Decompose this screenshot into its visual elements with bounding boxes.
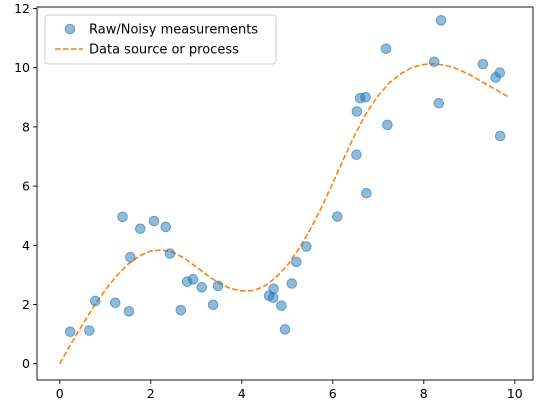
legend-box	[44, 14, 277, 65]
measurement-point	[351, 106, 363, 117]
curve-layer	[59, 63, 510, 365]
measurement-point	[123, 306, 135, 317]
ticks-layer: 0 2 4 6 8 10 0 2 4 6 8 10 12	[14, 1, 523, 401]
process-curve-line	[59, 63, 510, 365]
measurement-point	[351, 149, 362, 161]
measurement-point	[433, 97, 445, 109]
measurement-point	[164, 248, 176, 259]
legend-label-source: Data source or process	[89, 43, 239, 58]
measurement-point	[124, 251, 136, 263]
measurement-point	[435, 15, 447, 26]
measurement-point	[494, 67, 506, 79]
measurement-point	[117, 211, 128, 223]
measurement-point	[267, 292, 279, 304]
measurement-point	[301, 241, 312, 252]
legend-marker-measurements	[64, 23, 76, 35]
x-tick-label: 2	[147, 386, 155, 401]
measurement-point	[160, 221, 172, 233]
measurement-point	[382, 119, 393, 131]
measurement-point	[268, 283, 279, 295]
y-tick-label: 8	[22, 119, 30, 134]
y-tick-label: 12	[14, 1, 30, 16]
measurement-point	[196, 282, 208, 293]
measurement-point	[332, 211, 343, 222]
x-tick-label: 10	[507, 386, 523, 401]
y-tick-label: 6	[22, 179, 30, 194]
measurement-point	[276, 300, 287, 312]
measurement-point	[64, 326, 76, 338]
axes-frame	[36, 6, 534, 381]
measurement-point	[361, 187, 372, 199]
measurement-point	[89, 295, 101, 307]
measurement-point	[286, 278, 298, 289]
legend-label-measurements: Raw/Noisy measurements	[89, 23, 258, 38]
x-tick-label: 4	[238, 386, 246, 401]
measurement-point	[477, 58, 489, 70]
measurement-point	[291, 256, 302, 268]
y-tick-label: 2	[22, 297, 30, 312]
x-tick-label: 0	[56, 386, 64, 401]
y-tick-label: 4	[22, 238, 30, 253]
points-layer	[64, 15, 506, 338]
plot-frame	[36, 6, 534, 381]
x-tick-label: 6	[329, 386, 337, 401]
measurement-point	[109, 297, 121, 309]
measurement-point	[360, 91, 371, 103]
measurement-point	[279, 324, 291, 335]
measurement-point	[148, 215, 160, 227]
y-tick-label: 0	[22, 356, 30, 371]
measurement-point	[494, 130, 506, 142]
measurement-point	[428, 56, 440, 68]
measurement-point	[207, 299, 219, 311]
measurement-point	[175, 304, 187, 316]
legend: Raw/Noisy measurements Data source or pr…	[44, 14, 277, 65]
x-tick-label: 8	[420, 386, 428, 401]
measurement-point	[212, 280, 224, 292]
measurement-point	[380, 43, 392, 55]
y-tick-label: 10	[14, 60, 30, 75]
measurement-point	[135, 223, 146, 235]
measurement-point	[84, 325, 95, 336]
measurement-point	[187, 274, 199, 285]
